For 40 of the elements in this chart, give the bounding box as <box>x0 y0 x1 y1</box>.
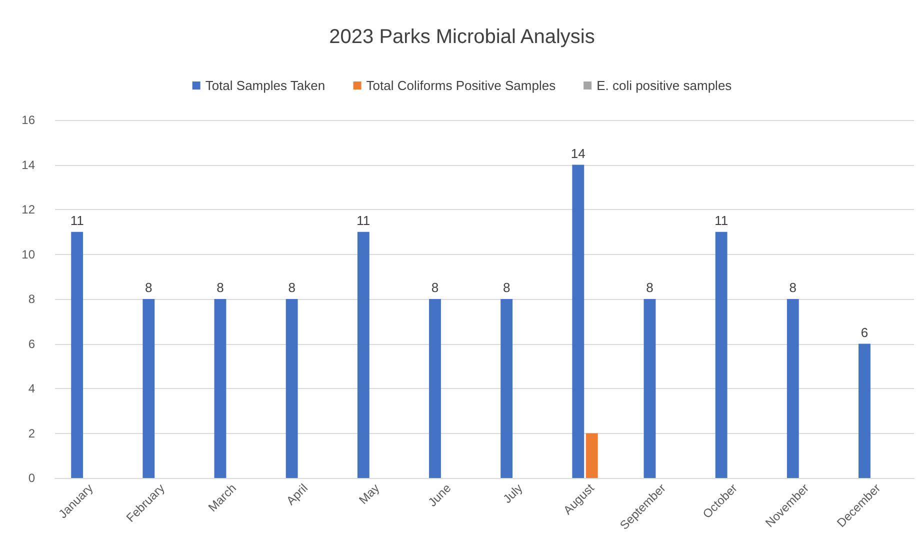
bar <box>500 299 513 478</box>
data-label: 8 <box>145 280 152 295</box>
y-tick-label: 0 <box>28 471 36 485</box>
bar <box>71 232 84 478</box>
bar <box>858 344 870 478</box>
y-tick-label: 4 <box>28 382 36 396</box>
data-label: 11 <box>356 212 370 228</box>
y-tick-label: 16 <box>22 113 36 127</box>
legend-label: E. coli positive samples <box>596 78 732 93</box>
y-tick-label: 2 <box>28 426 36 440</box>
chart-title: 2023 Parks Microbial Analysis <box>329 26 595 48</box>
y-tick-label: 8 <box>28 292 36 306</box>
y-tick-label: 6 <box>28 336 36 351</box>
y-tick-label: 14 <box>22 158 36 172</box>
bar <box>644 299 656 478</box>
legend-label: Total Samples Taken <box>205 78 326 93</box>
bar <box>142 299 155 478</box>
data-label: 8 <box>502 280 510 295</box>
bar <box>286 299 298 478</box>
y-tick-label: 10 <box>22 247 36 262</box>
legend-label: Total Coliforms Positive Samples <box>366 78 556 93</box>
bar <box>586 433 598 478</box>
x-tick-label: July <box>500 481 526 506</box>
data-label: 11 <box>714 212 728 228</box>
data-label: 8 <box>216 280 224 295</box>
bar <box>715 232 728 478</box>
bar <box>357 232 370 478</box>
y-tick-label: 12 <box>22 202 36 216</box>
bar <box>786 299 799 478</box>
bar <box>429 299 441 478</box>
data-label: 8 <box>288 280 296 295</box>
data-label: 14 <box>570 146 586 161</box>
bar <box>214 299 226 478</box>
data-label: 8 <box>789 280 797 295</box>
data-label: 8 <box>646 280 654 295</box>
data-label: 8 <box>431 280 439 295</box>
data-label: 11 <box>70 212 84 228</box>
bar <box>572 164 584 478</box>
x-tick-label: May <box>356 481 382 507</box>
data-label: 6 <box>860 324 868 340</box>
